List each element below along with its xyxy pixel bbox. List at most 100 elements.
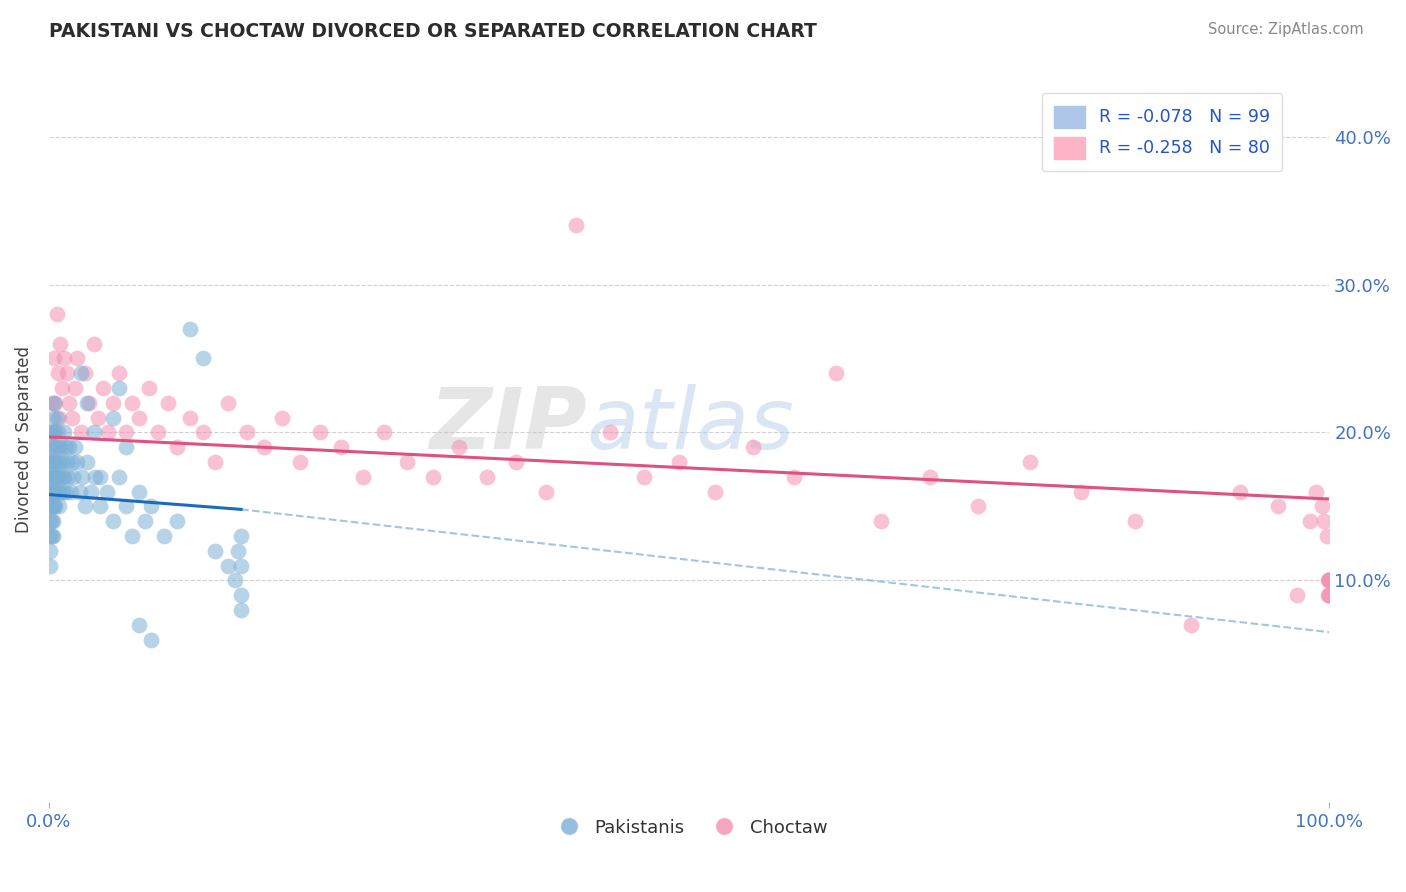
Point <box>49 336 72 351</box>
Point <box>53 470 76 484</box>
Point <box>505 455 527 469</box>
Point <box>228 543 250 558</box>
Point <box>44 425 66 440</box>
Point <box>396 455 419 469</box>
Point <box>96 484 118 499</box>
Point <box>783 470 806 484</box>
Point <box>60 455 83 469</box>
Point <box>42 425 65 440</box>
Point <box>49 455 72 469</box>
Point <box>1180 617 1202 632</box>
Point <box>44 470 66 484</box>
Point <box>53 351 76 366</box>
Point <box>599 425 621 440</box>
Point <box>1229 484 1251 499</box>
Point <box>41 470 63 484</box>
Point <box>46 455 69 469</box>
Point <box>70 366 93 380</box>
Point <box>42 500 65 514</box>
Point <box>49 484 72 499</box>
Point <box>91 381 114 395</box>
Point <box>44 396 66 410</box>
Point <box>703 484 725 499</box>
Point <box>108 366 131 380</box>
Point <box>1313 514 1336 528</box>
Point <box>56 366 79 380</box>
Point <box>39 484 62 499</box>
Point <box>55 484 77 499</box>
Point <box>41 425 63 440</box>
Point <box>83 336 105 351</box>
Point <box>39 529 62 543</box>
Point <box>114 440 136 454</box>
Point <box>63 381 86 395</box>
Point <box>56 455 79 469</box>
Point <box>39 484 62 499</box>
Point <box>475 470 498 484</box>
Point <box>86 410 108 425</box>
Point <box>204 455 226 469</box>
Point <box>52 484 75 499</box>
Point <box>69 484 91 499</box>
Point <box>121 529 143 543</box>
Point <box>1317 588 1340 602</box>
Point <box>41 484 63 499</box>
Point <box>870 514 893 528</box>
Point <box>229 558 252 573</box>
Point <box>114 425 136 440</box>
Point <box>101 410 124 425</box>
Point <box>39 558 62 573</box>
Point <box>42 351 65 366</box>
Point <box>42 514 65 528</box>
Point <box>53 425 76 440</box>
Point <box>48 470 70 484</box>
Point <box>45 470 67 484</box>
Point <box>42 455 65 469</box>
Point <box>1299 514 1322 528</box>
Text: PAKISTANI VS CHOCTAW DIVORCED OR SEPARATED CORRELATION CHART: PAKISTANI VS CHOCTAW DIVORCED OR SEPARAT… <box>49 22 817 41</box>
Point <box>1310 500 1333 514</box>
Point <box>217 396 239 410</box>
Point <box>668 455 690 469</box>
Point <box>1317 574 1340 588</box>
Point <box>39 500 62 514</box>
Point <box>39 470 62 484</box>
Point <box>62 470 84 484</box>
Point <box>217 558 239 573</box>
Point <box>66 455 89 469</box>
Point <box>121 396 143 410</box>
Point <box>1018 455 1040 469</box>
Point <box>134 514 156 528</box>
Point <box>42 470 65 484</box>
Point <box>97 425 120 440</box>
Point <box>191 351 214 366</box>
Point <box>73 500 96 514</box>
Point <box>48 410 70 425</box>
Point <box>46 425 69 440</box>
Point <box>633 470 655 484</box>
Point <box>967 500 990 514</box>
Point <box>1317 574 1340 588</box>
Point <box>42 470 65 484</box>
Point <box>39 440 62 454</box>
Point <box>309 425 332 440</box>
Point <box>271 410 294 425</box>
Point <box>41 500 63 514</box>
Point <box>41 396 63 410</box>
Point <box>157 396 180 410</box>
Point <box>51 440 73 454</box>
Point <box>63 440 86 454</box>
Point <box>1123 514 1146 528</box>
Point <box>742 440 765 454</box>
Point <box>76 455 98 469</box>
Point <box>42 529 65 543</box>
Point <box>39 514 62 528</box>
Point <box>1317 574 1340 588</box>
Point <box>288 455 311 469</box>
Point <box>166 514 188 528</box>
Point <box>80 484 103 499</box>
Point <box>534 484 557 499</box>
Point <box>166 440 188 454</box>
Point <box>1070 484 1092 499</box>
Point <box>39 455 62 469</box>
